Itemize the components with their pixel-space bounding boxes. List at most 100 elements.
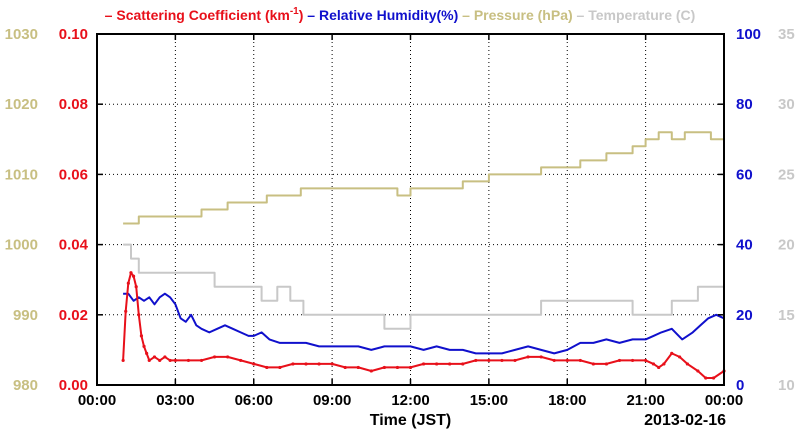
data-point-scattering-coefficient bbox=[291, 362, 295, 366]
data-point-scattering-coefficient bbox=[474, 358, 478, 363]
y-tick-label-temperature: 35 bbox=[778, 26, 795, 43]
y-tick-label-scatter: 0.08 bbox=[59, 96, 88, 113]
data-point-scattering-coefficient bbox=[168, 358, 172, 363]
data-point-scattering-coefficient bbox=[552, 358, 556, 363]
data-point-scattering-coefficient bbox=[142, 344, 146, 348]
data-point-scattering-coefficient bbox=[124, 309, 128, 313]
data-point-scattering-coefficient bbox=[121, 358, 125, 363]
data-point-scattering-coefficient bbox=[448, 362, 452, 366]
data-point-scattering-coefficient bbox=[173, 358, 177, 363]
data-point-scattering-coefficient bbox=[513, 358, 517, 363]
y-tick-label-scatter: 0.04 bbox=[59, 237, 89, 254]
data-point-scattering-coefficient bbox=[134, 285, 138, 289]
legend-suffix-scatter: ) bbox=[299, 7, 304, 23]
data-point-scattering-coefficient bbox=[670, 351, 674, 356]
x-axis-label: Time (JST) bbox=[370, 412, 452, 429]
data-point-scattering-coefficient bbox=[152, 355, 157, 359]
y-tick-label-temperature: 10 bbox=[778, 377, 795, 394]
y-tick-label-scatter: 0.06 bbox=[59, 166, 88, 183]
y-ticks: 98099010001010102010300.000.020.040.060.… bbox=[5, 26, 795, 394]
data-point-scattering-coefficient bbox=[651, 362, 656, 366]
legend-swatch-rh: – bbox=[303, 7, 319, 23]
y-tick-label-scatter: 0.02 bbox=[59, 307, 88, 324]
data-point-scattering-coefficient bbox=[369, 369, 373, 373]
y-tick-label-scatter: 0.10 bbox=[59, 26, 88, 43]
data-point-scattering-coefficient bbox=[461, 362, 465, 366]
series-line-relative-humidity bbox=[123, 292, 725, 355]
data-point-scattering-coefficient bbox=[685, 362, 690, 366]
data-point-scattering-coefficient bbox=[126, 281, 130, 285]
y-tick-label-scatter: 0.00 bbox=[59, 377, 88, 394]
data-point-scattering-coefficient bbox=[158, 358, 162, 363]
y-tick-label-pressure: 1000 bbox=[5, 237, 38, 254]
legend-swatch-scatter: – bbox=[105, 7, 117, 23]
data-point-scattering-coefficient bbox=[662, 362, 666, 366]
legend-text: – Scattering Coefficient (km-1) – Relati… bbox=[105, 6, 696, 23]
y-tick-label-rh: 0 bbox=[736, 377, 744, 394]
data-point-scattering-coefficient bbox=[565, 358, 569, 363]
data-point-scattering-coefficient bbox=[487, 358, 491, 363]
x-tick-label: 15:00 bbox=[470, 392, 508, 409]
y-tick-label-rh: 100 bbox=[736, 26, 761, 43]
data-point-scattering-coefficient bbox=[526, 355, 530, 359]
y-tick-label-temperature: 30 bbox=[778, 96, 795, 113]
data-point-scattering-coefficient bbox=[696, 369, 700, 373]
y-tick-label-rh: 20 bbox=[736, 307, 753, 324]
legend-swatch-temperature: – bbox=[573, 7, 589, 23]
data-point-scattering-coefficient bbox=[604, 362, 609, 366]
data-point-scattering-coefficient bbox=[644, 358, 648, 363]
data-point-scattering-coefficient bbox=[435, 362, 439, 366]
data-point-scattering-coefficient bbox=[677, 355, 682, 359]
x-tick-label: 18:00 bbox=[548, 392, 586, 409]
y-tick-label-pressure: 980 bbox=[13, 377, 38, 394]
data-point-scattering-coefficient bbox=[163, 355, 167, 359]
y-tick-label-pressure: 1020 bbox=[5, 96, 38, 113]
series-layer bbox=[121, 131, 726, 380]
y-tick-label-pressure: 1010 bbox=[5, 166, 38, 183]
data-point-scattering-coefficient bbox=[212, 355, 217, 359]
data-point-scattering-coefficient bbox=[657, 365, 661, 370]
data-point-scattering-coefficient bbox=[408, 365, 413, 370]
series-line-scattering-coefficient bbox=[122, 271, 725, 379]
x-tick-label: 00:00 bbox=[78, 392, 116, 409]
legend: – Scattering Coefficient (km-1) – Relati… bbox=[105, 6, 696, 23]
data-point-scattering-coefficient bbox=[239, 358, 243, 363]
y-tick-label-temperature: 25 bbox=[778, 166, 795, 183]
data-point-scattering-coefficient bbox=[630, 358, 635, 363]
x-tick-label: 12:00 bbox=[391, 392, 429, 409]
data-point-scattering-coefficient bbox=[129, 271, 133, 275]
data-point-scattering-coefficient bbox=[500, 358, 504, 363]
data-point-scattering-coefficient bbox=[145, 351, 149, 356]
data-point-scattering-coefficient bbox=[186, 358, 191, 363]
y-tick-label-pressure: 990 bbox=[13, 307, 38, 324]
y-tick-label-pressure: 1030 bbox=[5, 26, 38, 43]
series-line-temperature bbox=[123, 243, 724, 330]
legend-label-temperature: Temperature (C) bbox=[588, 7, 695, 23]
data-point-scattering-coefficient bbox=[421, 362, 426, 366]
date-label: 2013-02-16 bbox=[644, 412, 726, 429]
y-tick-label-rh: 40 bbox=[736, 237, 753, 254]
data-point-scattering-coefficient bbox=[395, 365, 400, 370]
series-line-pressure bbox=[123, 131, 724, 225]
x-tick-label: 21:00 bbox=[626, 392, 664, 409]
data-point-scattering-coefficient bbox=[330, 362, 334, 366]
data-point-scattering-coefficient bbox=[131, 274, 136, 278]
data-point-scattering-coefficient bbox=[711, 376, 716, 380]
x-tick-label: 00:00 bbox=[705, 392, 743, 409]
data-point-scattering-coefficient bbox=[317, 362, 321, 366]
data-point-scattering-coefficient bbox=[304, 362, 308, 366]
data-point-scattering-coefficient bbox=[226, 355, 230, 359]
y-tick-label-rh: 80 bbox=[736, 96, 753, 113]
legend-label-scatter: Scattering Coefficient (km bbox=[116, 7, 289, 23]
data-point-scattering-coefficient bbox=[265, 365, 269, 370]
data-point-scattering-coefficient bbox=[539, 355, 543, 359]
data-point-scattering-coefficient bbox=[617, 358, 622, 363]
data-point-scattering-coefficient bbox=[147, 358, 151, 363]
x-tick-label: 09:00 bbox=[313, 392, 351, 409]
x-ticks: 00:00 03:00 06:00 09:00 12:00 15:00 18:00 21:00… bbox=[78, 34, 743, 409]
data-point-scattering-coefficient bbox=[578, 358, 582, 363]
y-tick-label-rh: 60 bbox=[736, 166, 753, 183]
data-point-scattering-coefficient bbox=[704, 376, 708, 380]
grid bbox=[97, 34, 724, 385]
